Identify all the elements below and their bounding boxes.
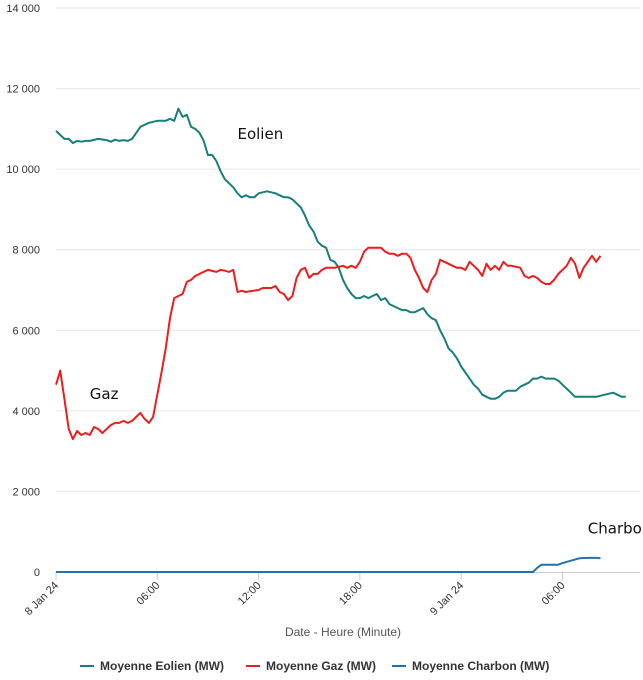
series-line-2 <box>56 556 601 573</box>
x-axis-ticks: 8 Jan 24 06:00 12:00 18:00 9 Jan 24 06:00 <box>23 572 568 618</box>
x-axis-title: Date - Heure (Minute) <box>285 625 401 639</box>
annotation-label: Charbon <box>588 520 643 538</box>
y-tick-label: 6 000 <box>12 325 40 337</box>
annotation-label: Eolien <box>237 125 283 143</box>
x-tick-label: 8 Jan 24 <box>23 580 61 618</box>
series-line-0 <box>55 107 626 400</box>
annotation-label: Gaz <box>90 385 119 403</box>
x-tick-label: 12:00 <box>236 580 264 608</box>
y-tick-label: 2 000 <box>12 486 40 498</box>
legend: Moyenne Eolien (MW) Moyenne Gaz (MW) Moyen… <box>80 659 549 673</box>
x-tick-label: 06:00 <box>540 580 568 608</box>
legend-item-label[interactable]: Moyenne Gaz (MW) <box>266 659 376 673</box>
y-tick-label: 10 000 <box>6 164 40 176</box>
y-axis-ticks: 0 2 000 4 000 6 000 8 000 10 000 12 000 14 000 <box>6 3 40 579</box>
series-line-1 <box>55 246 602 441</box>
y-tick-label: 12 000 <box>6 84 40 96</box>
x-tick-label: 06:00 <box>134 580 162 608</box>
x-tick-label: 9 Jan 24 <box>428 580 466 618</box>
legend-item-label[interactable]: Moyenne Charbon (MW) <box>412 659 549 673</box>
y-tick-label: 0 <box>34 567 40 579</box>
y-tick-label: 4 000 <box>12 406 40 418</box>
series-lines <box>55 107 626 573</box>
y-tick-label: 8 000 <box>12 245 40 257</box>
annotations: Eolien Gaz Charbon <box>90 125 643 538</box>
legend-item-label[interactable]: Moyenne Eolien (MW) <box>100 659 224 673</box>
y-tick-label: 14 000 <box>6 3 40 15</box>
x-tick-label: 18:00 <box>337 580 365 608</box>
